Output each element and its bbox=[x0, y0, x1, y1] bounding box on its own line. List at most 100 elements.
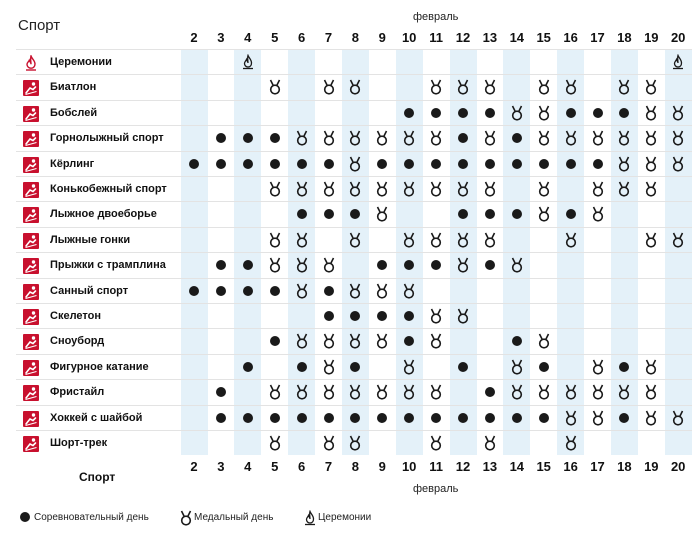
footer-day-18: 18 bbox=[617, 459, 632, 474]
competition-day-dot bbox=[213, 130, 229, 146]
column-shade-4 bbox=[234, 49, 262, 455]
footer-day-6: 6 bbox=[297, 459, 306, 474]
luge-icon bbox=[23, 283, 39, 300]
medal-icon bbox=[428, 435, 444, 451]
medal-icon bbox=[428, 79, 444, 95]
footer-day-20: 20 bbox=[670, 459, 686, 474]
header-day-13: 13 bbox=[482, 30, 498, 45]
competition-day-dot bbox=[455, 105, 471, 121]
header-day-7: 7 bbox=[324, 30, 333, 45]
header-day-9: 9 bbox=[378, 30, 386, 45]
medal-icon bbox=[590, 181, 606, 197]
competition-day-dot bbox=[401, 308, 417, 324]
competition-day-dot bbox=[616, 105, 632, 121]
footer-day-3: 3 bbox=[217, 459, 225, 474]
medal-icon bbox=[670, 156, 686, 172]
competition-day-dot bbox=[294, 206, 310, 222]
competition-day-dot bbox=[509, 206, 525, 222]
medal-icon bbox=[616, 156, 632, 172]
competition-day-dot bbox=[240, 257, 256, 273]
footer-day-4: 4 bbox=[244, 459, 252, 474]
competition-day-dot bbox=[428, 257, 444, 273]
footer-day-5: 5 bbox=[271, 459, 279, 474]
medal-icon bbox=[428, 130, 444, 146]
competition-day-dot bbox=[509, 130, 525, 146]
header-day-5: 5 bbox=[271, 30, 279, 45]
legend-label: Медальный день bbox=[194, 512, 274, 523]
medal-icon bbox=[590, 130, 606, 146]
medal-icon bbox=[347, 79, 363, 95]
competition-day-dot bbox=[240, 156, 256, 172]
medal-icon bbox=[482, 79, 498, 95]
competition-day-dot bbox=[401, 257, 417, 273]
sport-name: Церемонии bbox=[50, 56, 112, 68]
column-shade-6 bbox=[288, 49, 316, 455]
sport-row: Хоккей с шайбой bbox=[16, 404, 692, 431]
sport-row: Кёрлинг bbox=[16, 150, 692, 177]
sport-name: Сноуборд bbox=[50, 335, 105, 348]
sport-name: Лыжное двоеборье bbox=[50, 208, 157, 221]
competition-day-dot bbox=[267, 410, 283, 426]
footer-day-19: 19 bbox=[644, 459, 659, 474]
biathlon-icon bbox=[23, 80, 39, 97]
medal-icon bbox=[616, 181, 632, 197]
competition-day-dot bbox=[616, 410, 632, 426]
medal-icon bbox=[643, 410, 659, 426]
medal-icon bbox=[321, 333, 337, 349]
competition-day-dot bbox=[240, 283, 256, 299]
medal-icon bbox=[347, 156, 363, 172]
medal-icon bbox=[482, 435, 498, 451]
footer-day-16: 16 bbox=[563, 459, 578, 474]
medal-icon bbox=[455, 79, 471, 95]
medal-icon bbox=[670, 410, 686, 426]
competition-day-dot bbox=[213, 283, 229, 299]
medal-icon bbox=[643, 130, 659, 146]
medal-icon bbox=[294, 384, 310, 400]
medal-icon bbox=[536, 79, 552, 95]
ceremony-flame-icon bbox=[670, 53, 686, 70]
medal-icon bbox=[294, 257, 310, 273]
sport-name: Фристайл bbox=[50, 386, 105, 399]
competition-day-dot bbox=[321, 283, 337, 299]
medal-icon bbox=[536, 130, 552, 146]
medal-icon bbox=[455, 308, 471, 324]
competition-day-dot bbox=[482, 410, 498, 426]
bobsleigh-icon bbox=[23, 105, 39, 122]
sport-name: Санный спорт bbox=[50, 284, 129, 297]
medal-icon bbox=[321, 257, 337, 273]
sport-name: Шорт-трек bbox=[50, 437, 108, 449]
footer-day-13: 13 bbox=[482, 459, 498, 474]
header-day-16: 16 bbox=[563, 30, 578, 45]
competition-day-dot bbox=[321, 206, 337, 222]
competition-day-dot bbox=[563, 156, 579, 172]
ceremony-flame-icon bbox=[23, 53, 39, 71]
competition-day-dot bbox=[213, 410, 229, 426]
medal-icon bbox=[643, 156, 659, 172]
medal-icon bbox=[616, 130, 632, 146]
medal-icon bbox=[563, 130, 579, 146]
medal-icon bbox=[401, 283, 417, 299]
short-track-icon bbox=[23, 436, 39, 452]
medal-icon bbox=[536, 384, 552, 400]
medal-icon bbox=[509, 105, 525, 121]
competition-day-dot bbox=[482, 105, 498, 121]
competition-day-dot bbox=[321, 410, 337, 426]
competition-day-dot bbox=[590, 156, 606, 172]
medal-icon bbox=[178, 510, 192, 526]
ceremony-flame-icon bbox=[302, 509, 316, 526]
medal-icon bbox=[670, 105, 686, 121]
medal-icon bbox=[455, 257, 471, 273]
header-month-label: февраль bbox=[413, 11, 459, 23]
medal-icon bbox=[321, 359, 337, 375]
competition-day-dot bbox=[347, 206, 363, 222]
medal-icon bbox=[536, 206, 552, 222]
sport-name: Лыжные гонки bbox=[50, 233, 131, 246]
medal-icon bbox=[428, 181, 444, 197]
header-day-10: 10 bbox=[401, 30, 417, 45]
footer-day-8: 8 bbox=[351, 459, 359, 474]
competition-day-dot bbox=[347, 308, 363, 324]
sport-name: Биатлон bbox=[50, 81, 97, 94]
medal-icon bbox=[509, 359, 525, 375]
medal-icon bbox=[428, 384, 444, 400]
sport-row: Горнолыжный спорт bbox=[16, 125, 692, 151]
